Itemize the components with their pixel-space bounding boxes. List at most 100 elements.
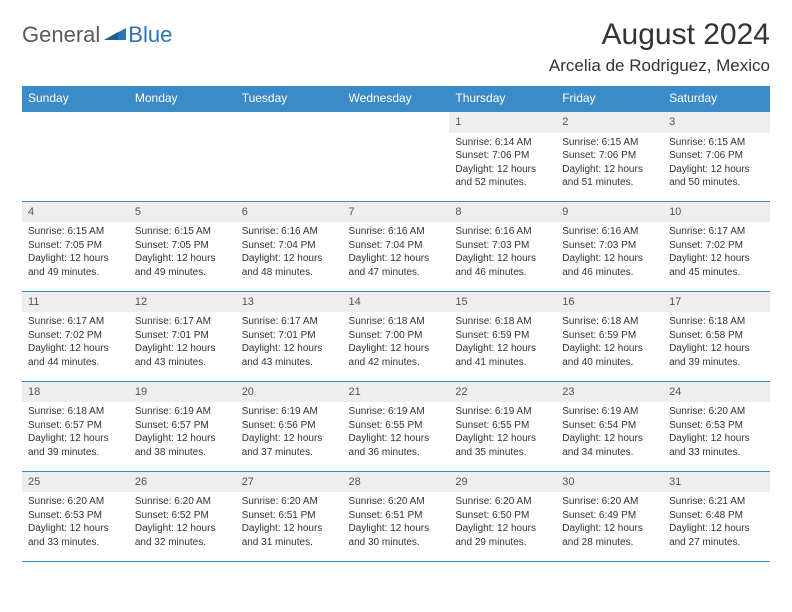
day-number: 11 bbox=[22, 292, 129, 313]
cell-body: Sunrise: 6:17 AMSunset: 7:02 PMDaylight:… bbox=[22, 312, 129, 374]
cell-body: Sunrise: 6:20 AMSunset: 6:49 PMDaylight:… bbox=[556, 492, 663, 554]
sunrise-text: Sunrise: 6:15 AM bbox=[669, 136, 764, 150]
sunrise-text: Sunrise: 6:20 AM bbox=[669, 405, 764, 419]
sunrise-text: Sunrise: 6:20 AM bbox=[242, 495, 337, 509]
day-number: 28 bbox=[343, 472, 450, 493]
sunrise-text: Sunrise: 6:16 AM bbox=[349, 225, 444, 239]
calendar-header: SundayMondayTuesdayWednesdayThursdayFrid… bbox=[22, 86, 770, 111]
day-number: 3 bbox=[663, 112, 770, 133]
daylight-text: Daylight: 12 hours and 51 minutes. bbox=[562, 163, 657, 190]
daylight-text: Daylight: 12 hours and 37 minutes. bbox=[242, 432, 337, 459]
daylight-text: Daylight: 12 hours and 33 minutes. bbox=[28, 522, 123, 549]
location-label: Arcelia de Rodriguez, Mexico bbox=[549, 56, 770, 76]
day-number: 6 bbox=[236, 202, 343, 223]
sunset-text: Sunset: 7:06 PM bbox=[562, 149, 657, 163]
sunrise-text: Sunrise: 6:20 AM bbox=[28, 495, 123, 509]
cell-body: Sunrise: 6:19 AMSunset: 6:57 PMDaylight:… bbox=[129, 402, 236, 464]
daylight-text: Daylight: 12 hours and 28 minutes. bbox=[562, 522, 657, 549]
sunset-text: Sunset: 6:55 PM bbox=[455, 419, 550, 433]
cell-body: Sunrise: 6:14 AMSunset: 7:06 PMDaylight:… bbox=[449, 133, 556, 195]
daylight-text: Daylight: 12 hours and 46 minutes. bbox=[455, 252, 550, 279]
calendar-body: 1Sunrise: 6:14 AMSunset: 7:06 PMDaylight… bbox=[22, 111, 770, 561]
day-number: 15 bbox=[449, 292, 556, 313]
calendar-cell: 31Sunrise: 6:21 AMSunset: 6:48 PMDayligh… bbox=[663, 471, 770, 561]
cell-body: Sunrise: 6:18 AMSunset: 6:58 PMDaylight:… bbox=[663, 312, 770, 374]
calendar-cell bbox=[343, 111, 450, 201]
daylight-text: Daylight: 12 hours and 35 minutes. bbox=[455, 432, 550, 459]
daylight-text: Daylight: 12 hours and 44 minutes. bbox=[28, 342, 123, 369]
sunset-text: Sunset: 7:06 PM bbox=[669, 149, 764, 163]
sunrise-text: Sunrise: 6:19 AM bbox=[242, 405, 337, 419]
sunset-text: Sunset: 7:03 PM bbox=[562, 239, 657, 253]
calendar-cell: 4 Sunrise: 6:15 AMSunset: 7:05 PMDaylight… bbox=[22, 201, 129, 291]
sunset-text: Sunset: 7:06 PM bbox=[455, 149, 550, 163]
sunset-text: Sunset: 6:52 PM bbox=[135, 509, 230, 523]
day-number: 20 bbox=[236, 382, 343, 403]
cell-body: Sunrise: 6:17 AMSunset: 7:01 PMDaylight:… bbox=[129, 312, 236, 374]
sunrise-text: Sunrise: 6:15 AM bbox=[28, 225, 123, 239]
sunset-text: Sunset: 6:57 PM bbox=[28, 419, 123, 433]
daylight-text: Daylight: 12 hours and 30 minutes. bbox=[349, 522, 444, 549]
day-number bbox=[129, 112, 236, 133]
sunset-text: Sunset: 7:01 PM bbox=[135, 329, 230, 343]
calendar-week-row: 11Sunrise: 6:17 AMSunset: 7:02 PMDayligh… bbox=[22, 291, 770, 381]
cell-body: Sunrise: 6:20 AMSunset: 6:50 PMDaylight:… bbox=[449, 492, 556, 554]
calendar-week-row: 4Sunrise: 6:15 AMSunset: 7:05 PMDaylight… bbox=[22, 201, 770, 291]
day-number: 18 bbox=[22, 382, 129, 403]
day-number: 29 bbox=[449, 472, 556, 493]
sunset-text: Sunset: 6:53 PM bbox=[669, 419, 764, 433]
day-number bbox=[236, 112, 343, 133]
sunset-text: Sunset: 7:04 PM bbox=[242, 239, 337, 253]
calendar-cell: 11Sunrise: 6:17 AMSunset: 7:02 PMDayligh… bbox=[22, 291, 129, 381]
day-number: 31 bbox=[663, 472, 770, 493]
daylight-text: Daylight: 12 hours and 38 minutes. bbox=[135, 432, 230, 459]
cell-body: Sunrise: 6:15 AMSunset: 7:06 PMDaylight:… bbox=[663, 133, 770, 195]
daylight-text: Daylight: 12 hours and 49 minutes. bbox=[28, 252, 123, 279]
cell-body: Sunrise: 6:16 AMSunset: 7:03 PMDaylight:… bbox=[449, 222, 556, 284]
cell-body: Sunrise: 6:17 AMSunset: 7:01 PMDaylight:… bbox=[236, 312, 343, 374]
sunset-text: Sunset: 7:05 PM bbox=[28, 239, 123, 253]
cell-body: Sunrise: 6:20 AMSunset: 6:53 PMDaylight:… bbox=[22, 492, 129, 554]
calendar-cell bbox=[22, 111, 129, 201]
sunset-text: Sunset: 6:57 PM bbox=[135, 419, 230, 433]
daylight-text: Daylight: 12 hours and 43 minutes. bbox=[135, 342, 230, 369]
day-number: 2 bbox=[556, 112, 663, 133]
sunrise-text: Sunrise: 6:19 AM bbox=[455, 405, 550, 419]
cell-body: Sunrise: 6:16 AMSunset: 7:04 PMDaylight:… bbox=[236, 222, 343, 284]
day-number: 21 bbox=[343, 382, 450, 403]
sunrise-text: Sunrise: 6:20 AM bbox=[349, 495, 444, 509]
calendar-cell: 13Sunrise: 6:17 AMSunset: 7:01 PMDayligh… bbox=[236, 291, 343, 381]
calendar-cell: 24Sunrise: 6:20 AMSunset: 6:53 PMDayligh… bbox=[663, 381, 770, 471]
sunrise-text: Sunrise: 6:14 AM bbox=[455, 136, 550, 150]
daylight-text: Daylight: 12 hours and 52 minutes. bbox=[455, 163, 550, 190]
calendar-cell: 27Sunrise: 6:20 AMSunset: 6:51 PMDayligh… bbox=[236, 471, 343, 561]
day-number: 9 bbox=[556, 202, 663, 223]
sunset-text: Sunset: 7:03 PM bbox=[455, 239, 550, 253]
weekday-header: Wednesday bbox=[343, 86, 450, 111]
sunset-text: Sunset: 6:59 PM bbox=[562, 329, 657, 343]
sunrise-text: Sunrise: 6:16 AM bbox=[455, 225, 550, 239]
cell-body: Sunrise: 6:16 AMSunset: 7:04 PMDaylight:… bbox=[343, 222, 450, 284]
cell-body: Sunrise: 6:20 AMSunset: 6:53 PMDaylight:… bbox=[663, 402, 770, 464]
cell-body: Sunrise: 6:19 AMSunset: 6:55 PMDaylight:… bbox=[343, 402, 450, 464]
calendar-cell: 6Sunrise: 6:16 AMSunset: 7:04 PMDaylight… bbox=[236, 201, 343, 291]
logo: General Blue bbox=[22, 18, 172, 48]
day-number bbox=[343, 112, 450, 133]
cell-body: Sunrise: 6:19 AMSunset: 6:56 PMDaylight:… bbox=[236, 402, 343, 464]
daylight-text: Daylight: 12 hours and 27 minutes. bbox=[669, 522, 764, 549]
sunrise-text: Sunrise: 6:18 AM bbox=[669, 315, 764, 329]
day-number: 4 bbox=[22, 202, 129, 223]
cell-body: Sunrise: 6:18 AMSunset: 6:59 PMDaylight:… bbox=[556, 312, 663, 374]
sunset-text: Sunset: 7:02 PM bbox=[669, 239, 764, 253]
calendar-week-row: 1Sunrise: 6:14 AMSunset: 7:06 PMDaylight… bbox=[22, 111, 770, 201]
cell-body: Sunrise: 6:20 AMSunset: 6:52 PMDaylight:… bbox=[129, 492, 236, 554]
daylight-text: Daylight: 12 hours and 39 minutes. bbox=[669, 342, 764, 369]
calendar-cell: 17Sunrise: 6:18 AMSunset: 6:58 PMDayligh… bbox=[663, 291, 770, 381]
sunset-text: Sunset: 6:51 PM bbox=[242, 509, 337, 523]
cell-body: Sunrise: 6:18 AMSunset: 7:00 PMDaylight:… bbox=[343, 312, 450, 374]
sunset-text: Sunset: 6:59 PM bbox=[455, 329, 550, 343]
daylight-text: Daylight: 12 hours and 43 minutes. bbox=[242, 342, 337, 369]
day-number: 27 bbox=[236, 472, 343, 493]
cell-body: Sunrise: 6:20 AMSunset: 6:51 PMDaylight:… bbox=[236, 492, 343, 554]
sunrise-text: Sunrise: 6:20 AM bbox=[135, 495, 230, 509]
